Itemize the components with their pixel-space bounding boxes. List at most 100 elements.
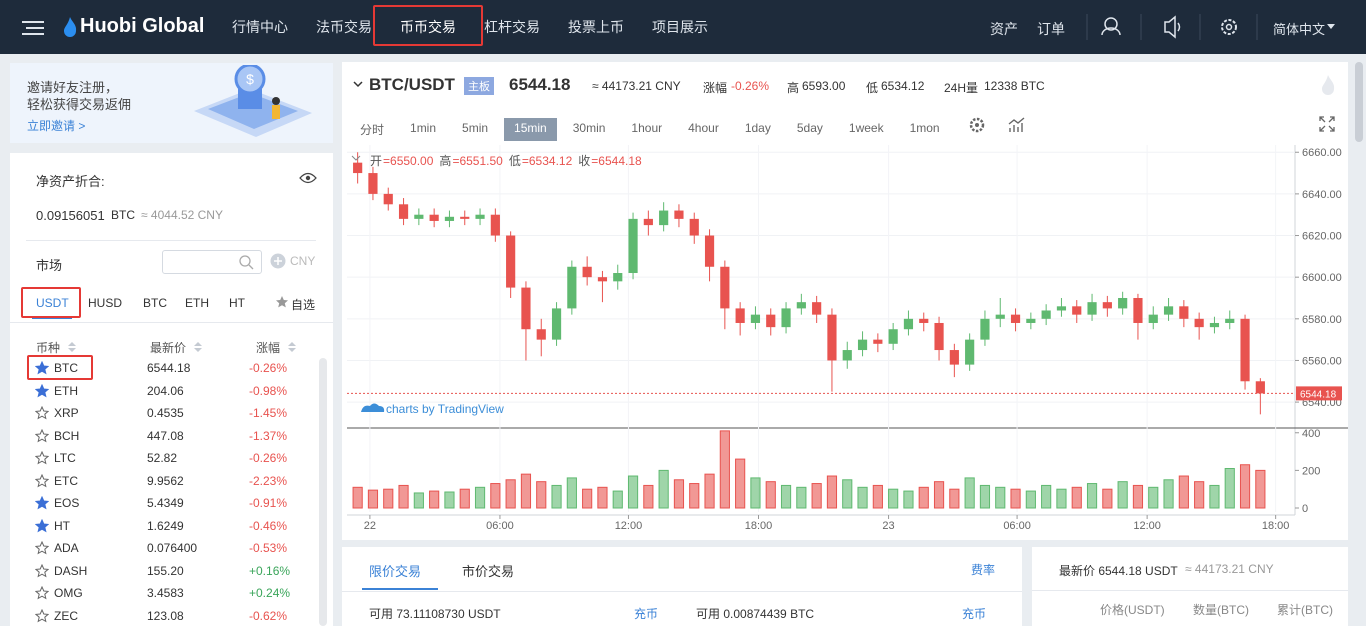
promo-link[interactable]: 立即邀请 > bbox=[27, 119, 86, 133]
market-tab[interactable]: USDT bbox=[36, 296, 69, 310]
language-select[interactable]: 简体中文 bbox=[1273, 22, 1326, 37]
symbol[interactable]: EOS bbox=[54, 496, 80, 510]
favorite-star[interactable] bbox=[35, 608, 49, 623]
symbol[interactable]: BCH bbox=[54, 428, 80, 443]
eye-icon[interactable] bbox=[299, 172, 317, 184]
volume-tick-label: 0 bbox=[1302, 503, 1308, 515]
symbol[interactable]: ZEC bbox=[54, 608, 78, 623]
volume-bar bbox=[1194, 481, 1205, 509]
orders-link[interactable]: 订单 bbox=[1037, 21, 1065, 37]
symbol[interactable]: ETH bbox=[54, 383, 78, 398]
interval[interactable]: 分时 bbox=[360, 123, 385, 137]
symbol[interactable]: BTC bbox=[54, 361, 78, 375]
page-scrollbar[interactable] bbox=[1355, 62, 1363, 142]
interval[interactable]: 5min bbox=[462, 121, 489, 135]
deposit-link[interactable]: 充币 bbox=[634, 607, 659, 621]
trade-tab[interactable]: 限价交易 bbox=[369, 564, 422, 579]
ohlc-value: 6544.18 bbox=[598, 154, 642, 168]
nav-item[interactable]: 币币交易 bbox=[373, 0, 483, 54]
pair-caret[interactable] bbox=[353, 81, 363, 89]
asset-amount: 0.09156051 bbox=[36, 208, 105, 223]
volume-bar bbox=[842, 479, 853, 509]
favorite-star[interactable] bbox=[35, 361, 49, 375]
promo-illustration: $ bbox=[194, 65, 312, 137]
candle-body bbox=[965, 339, 975, 365]
nav-item[interactable]: 投票上币 bbox=[568, 19, 624, 35]
sort-icon bbox=[68, 342, 76, 352]
market-tab[interactable]: ETH bbox=[185, 296, 209, 310]
symbol[interactable]: ADA bbox=[54, 541, 79, 555]
fee-link[interactable]: 费率 bbox=[971, 563, 996, 577]
nav-item[interactable]: 项目展示 bbox=[652, 19, 708, 35]
assets-link[interactable]: 资产 bbox=[990, 21, 1018, 37]
interval[interactable]: 1mon bbox=[909, 121, 940, 135]
favorite-star[interactable] bbox=[35, 406, 49, 420]
low-label: 低 bbox=[866, 81, 879, 95]
candle-body bbox=[353, 162, 363, 174]
interval[interactable]: 30min bbox=[572, 121, 606, 135]
interval[interactable]: 4hour bbox=[688, 121, 719, 135]
favorite-star[interactable] bbox=[35, 383, 49, 398]
promo-banner[interactable]: 邀请好友注册， 轻松获得交易返佣 立即邀请 > $ bbox=[10, 63, 333, 143]
favorite-star[interactable] bbox=[35, 586, 49, 600]
interval[interactable]: 5day bbox=[796, 121, 823, 135]
change: -0.62% bbox=[249, 608, 288, 623]
scrollbar[interactable] bbox=[319, 358, 327, 626]
market-tab[interactable]: HUSD bbox=[88, 296, 123, 310]
interval[interactable]: 1week bbox=[848, 121, 884, 135]
candle-body bbox=[536, 329, 546, 340]
fullscreen-icon[interactable] bbox=[1319, 116, 1335, 132]
price: 204.06 bbox=[147, 383, 184, 398]
highlight-box bbox=[27, 355, 93, 380]
x-tick-label: 18:00 bbox=[1262, 520, 1290, 532]
candle-body bbox=[643, 218, 653, 226]
volume-bar bbox=[1117, 481, 1128, 509]
volume-bar bbox=[780, 484, 792, 509]
candle-body bbox=[551, 308, 562, 340]
candle-body bbox=[873, 339, 883, 344]
interval[interactable]: 1day bbox=[744, 121, 771, 135]
volume-bar bbox=[964, 477, 975, 509]
symbol[interactable]: OMG bbox=[54, 586, 83, 600]
market-tab[interactable]: BTC bbox=[143, 296, 167, 310]
trade-tab[interactable]: 市价交易 bbox=[462, 564, 515, 579]
favorite-star[interactable] bbox=[35, 428, 49, 443]
symbol[interactable]: LTC bbox=[54, 451, 76, 465]
symbol[interactable]: ETC bbox=[54, 473, 78, 488]
volume-bar bbox=[689, 483, 700, 509]
price: 9.9562 bbox=[147, 473, 184, 488]
favorite-star[interactable] bbox=[35, 563, 49, 578]
interval[interactable]: 15min bbox=[504, 118, 557, 141]
interval[interactable]: 1hour bbox=[631, 121, 663, 135]
asset-unit: BTC bbox=[111, 208, 135, 222]
nav-item[interactable]: 行情中心 bbox=[232, 19, 288, 35]
tab-underline bbox=[362, 588, 438, 590]
interval[interactable]: 1min bbox=[410, 121, 437, 135]
favorite-star[interactable] bbox=[35, 496, 49, 510]
nav-item[interactable]: 杠杆交易 bbox=[484, 19, 540, 35]
market-columns: 币种 最新价 涨幅 bbox=[10, 339, 333, 359]
favorites-tab[interactable]: 自选 bbox=[291, 298, 316, 312]
star bbox=[35, 473, 49, 487]
symbol[interactable]: XRP bbox=[54, 406, 79, 420]
nav-item[interactable]: 法币交易 bbox=[316, 19, 372, 35]
favorite-star[interactable] bbox=[35, 518, 49, 533]
menu-icon[interactable] bbox=[20, 18, 46, 36]
high-value: 6593.00 bbox=[802, 79, 846, 93]
cny-toggle[interactable] bbox=[270, 253, 286, 269]
candle-body bbox=[429, 214, 439, 221]
volume-bar bbox=[643, 484, 654, 509]
change: -1.37% bbox=[249, 428, 288, 443]
symbol[interactable]: HT bbox=[54, 518, 70, 533]
favorite-star[interactable] bbox=[35, 473, 49, 488]
market-tab[interactable]: HT bbox=[229, 296, 245, 310]
account-title: 净资产折合: bbox=[36, 174, 105, 189]
favorite-star[interactable] bbox=[35, 451, 49, 465]
volume-bar bbox=[826, 475, 838, 509]
symbol[interactable]: DASH bbox=[54, 563, 88, 578]
volume-bar bbox=[1010, 488, 1021, 509]
x-tick-label: 23 bbox=[882, 520, 894, 532]
favorite-star[interactable] bbox=[35, 541, 49, 555]
deposit-link[interactable]: 充币 bbox=[962, 607, 987, 621]
search-box[interactable] bbox=[162, 250, 262, 274]
